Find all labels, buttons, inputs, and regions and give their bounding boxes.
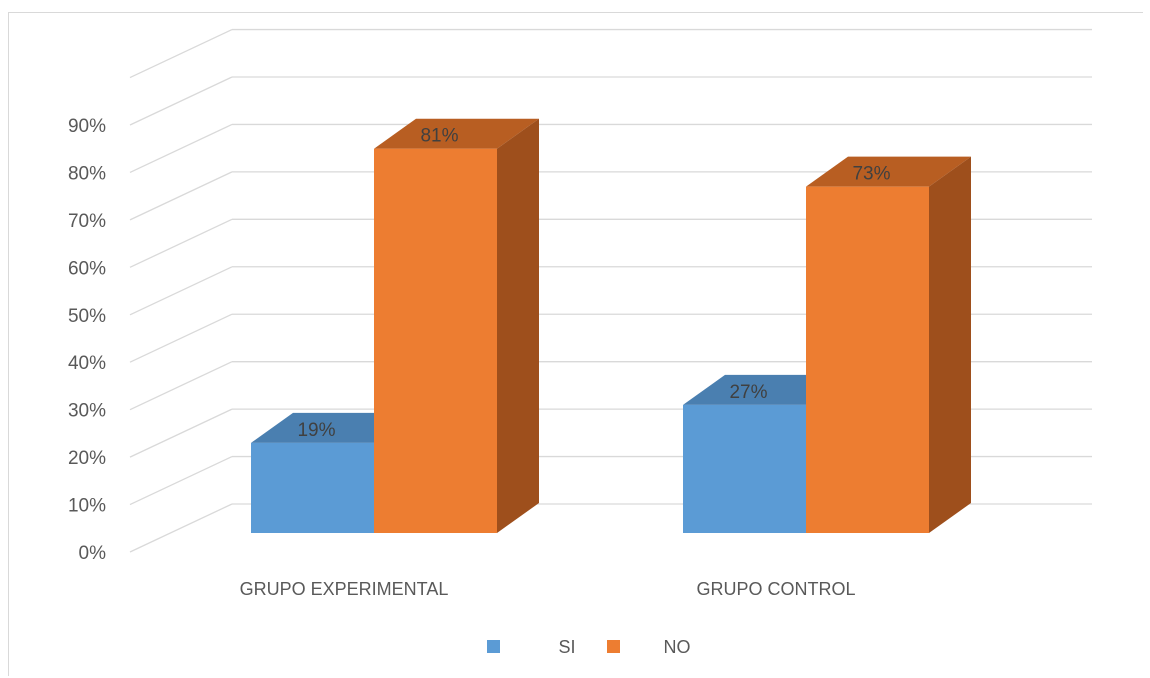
gridline-side <box>129 408 233 458</box>
gridline-side <box>129 503 233 553</box>
legend-label: NO <box>664 637 691 657</box>
data-label: 19% <box>297 420 335 441</box>
y-tick-label: 50% <box>68 306 106 327</box>
y-tick-label: 70% <box>68 211 106 232</box>
bar-side <box>929 156 971 533</box>
bar-top <box>374 118 539 149</box>
bar-top <box>806 156 971 187</box>
bar <box>683 404 806 533</box>
bar <box>251 442 374 533</box>
data-label: 81% <box>420 126 458 147</box>
y-tick-label: 0% <box>79 543 107 564</box>
gridline-side <box>129 313 233 363</box>
gridline-side <box>129 171 233 221</box>
chart-area <box>8 12 1143 676</box>
data-label: 27% <box>729 382 767 403</box>
gridline-side <box>129 361 233 411</box>
gridline-side <box>129 28 233 79</box>
bar <box>374 148 497 533</box>
bar-side <box>497 118 539 533</box>
x-category-label: GRUPO CONTROL <box>696 579 855 599</box>
gridline-side <box>129 218 233 268</box>
y-tick-label: 90% <box>68 116 106 137</box>
gridline-side <box>129 123 233 174</box>
legend-swatch <box>487 640 500 653</box>
data-label: 73% <box>852 164 890 185</box>
y-tick-label: 30% <box>68 401 106 422</box>
y-tick-label: 80% <box>68 163 106 184</box>
y-tick-label: 60% <box>68 258 106 279</box>
legend-label: SI <box>558 637 575 657</box>
y-tick-label: 20% <box>68 448 106 469</box>
gridline-side <box>129 455 233 506</box>
x-category-label: GRUPO EXPERIMENTAL <box>240 579 449 599</box>
legend-swatch <box>607 640 620 653</box>
gridline-side <box>129 266 233 316</box>
bar <box>806 186 929 533</box>
y-tick-label: 10% <box>68 496 106 517</box>
y-tick-label: 40% <box>68 353 106 374</box>
gridline-side <box>129 76 233 126</box>
